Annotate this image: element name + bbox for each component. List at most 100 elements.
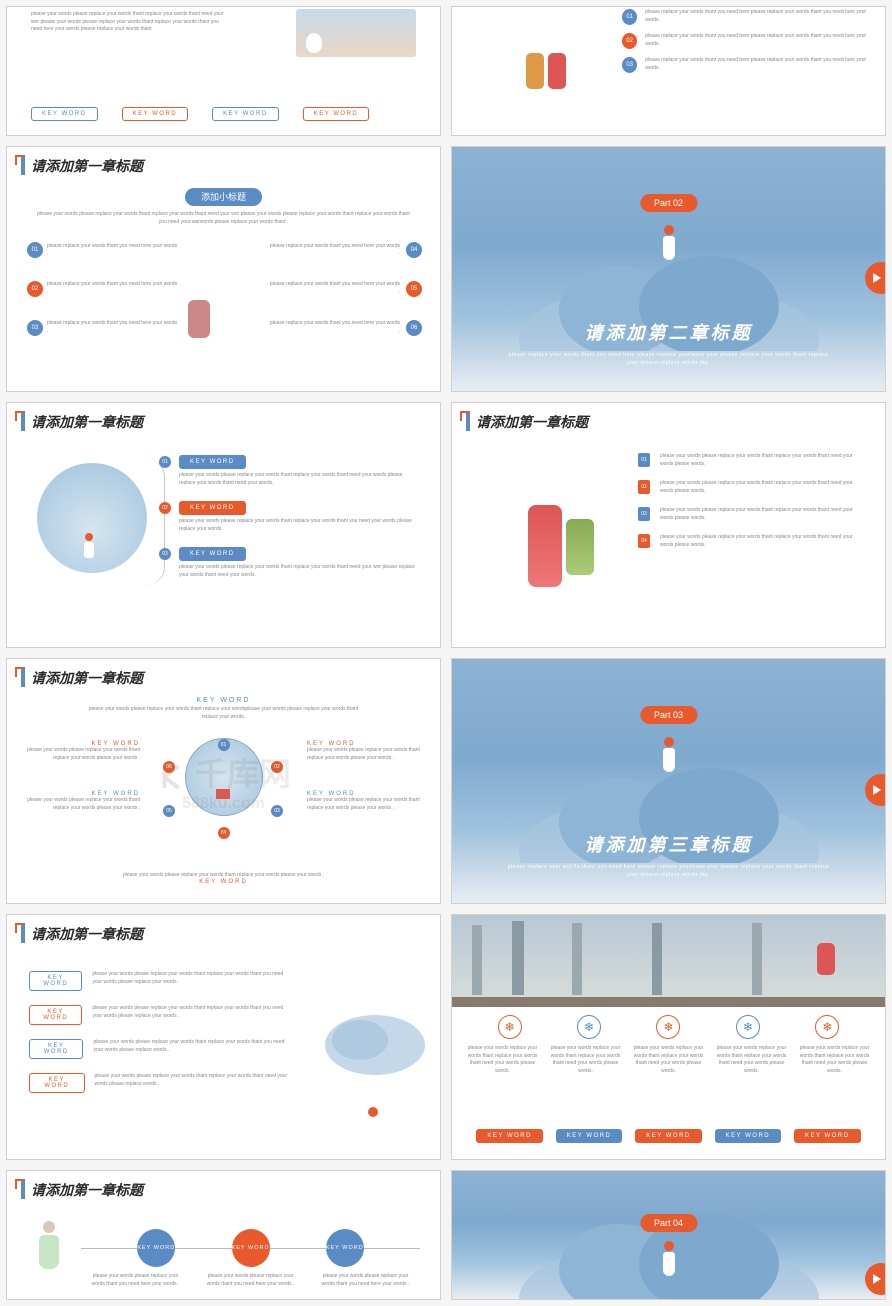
n04: 04 [406,242,422,258]
kw-2[interactable]: KEY WORD [179,501,246,515]
slide-12-section: Part 04 [451,1170,886,1300]
arrow-right-icon[interactable] [865,1263,886,1295]
item-text-3: please replace your words thant you need… [645,57,869,72]
num-01: 01 [622,9,637,25]
snow-icon: ❄ [577,1015,601,1039]
kw3[interactable]: KEY WORD [29,1039,83,1059]
slide-title: 请添加第一章标题 [31,924,143,944]
nt3: please your words please replace your wo… [321,1273,411,1288]
slide-title: 请添加第一章标题 [476,412,588,432]
r05: 05 [163,805,175,817]
illustration-girl-snowman [29,1221,69,1289]
kw-3[interactable]: KEY WORD [179,547,246,561]
slide-11: 请添加第一章标题 KEY WORD KEY WORD KEY WORD plea… [6,1170,441,1300]
body-text: please your words please replace your wo… [31,11,231,34]
slide-4-section: Part 02 请添加第二章标题 please replace your wor… [451,146,886,392]
figure-icon [660,225,678,263]
part-pill: Part 03 [640,706,697,724]
n4: 04 [638,534,650,548]
kw2[interactable]: KEY WORD [556,1129,623,1143]
slide-title: 请添加第一章标题 [31,668,143,688]
t3: please your words please replace your wo… [660,507,865,522]
c1: please your words replace your words tha… [464,1045,541,1075]
c3: please your words replace your words tha… [630,1045,707,1075]
t01: please replace your words thant you need… [47,243,178,258]
kw4[interactable]: KEY WORD [29,1073,85,1093]
keyword-btn-1[interactable]: KEY WORD [31,107,98,121]
n3: 03 [638,507,650,521]
slide-title: 请添加第一章标题 [31,412,143,432]
slide-9: 请添加第一章标题 KEY WORD please your words pleas… [6,914,441,1160]
snow-icon: ❄ [736,1015,760,1039]
slide-2: 01 please replace your words thant you n… [451,6,886,136]
kw-top: KEY WORD [7,697,440,704]
c2: please your words replace your words tha… [547,1045,624,1075]
r04: 04 [218,827,230,839]
section-sub: please replace your words thant you need… [502,351,835,367]
t1: please your words please replace your wo… [660,453,865,468]
illustration-snowman-scene [296,9,416,57]
t3: please your words please replace your wo… [93,1039,289,1054]
section-sub: please replace your woLYs thant you need… [502,863,835,879]
kw3[interactable]: KEY WORD [635,1129,702,1143]
keyword-btn-3[interactable]: KEY WORD [212,107,279,121]
tx-l1: please your words please replace your wo… [25,747,140,762]
subtitle-pill: 添加小标题 [185,188,262,206]
kw-1[interactable]: KEY WORD [179,455,246,469]
r06: 06 [163,761,175,773]
t1: please your words please replace your wo… [179,472,420,487]
tx-r2: please your words please replace your wo… [307,797,422,812]
n3: 03 [159,548,171,560]
r02: 02 [271,761,283,773]
n06: 06 [406,320,422,336]
keyword-btn-4[interactable]: KEY WORD [303,107,370,121]
t03: please replace your words thant you need… [47,320,178,335]
title-bar [466,413,470,431]
r01: 01 [218,739,230,751]
illustration-figure-clouds [320,995,430,1155]
t2: please your words please replace your wo… [660,480,865,495]
arrow-right-icon[interactable] [865,774,886,806]
item-text-2: please replace your words thant you need… [645,33,869,48]
t04: please replace your words thant you need… [270,243,401,258]
t4: please your words please replace your wo… [95,1073,290,1088]
node-2: KEY WORD [232,1229,270,1267]
kw4[interactable]: KEY WORD [715,1129,782,1143]
illustration-forest-run [452,915,885,1007]
slide-5: 请添加第一章标题 01 KEY WORD please your words pl… [6,402,441,648]
title-bar [21,413,25,431]
slide-1: please your words please replace your wo… [6,6,441,136]
node-1: KEY WORD [137,1229,175,1267]
slide-8-section: Part 03 请添加第三章标题 please replace your woL… [451,658,886,904]
nt2: please your words please replace your wo… [206,1273,296,1288]
intro-text: please your words please replace your wo… [7,205,440,232]
n1: 01 [159,456,171,468]
kw1[interactable]: KEY WORD [476,1129,543,1143]
keyword-btn-2[interactable]: KEY WORD [122,107,189,121]
arrow-right-icon[interactable] [865,262,886,294]
title-bar [21,157,25,175]
title-bar [21,669,25,687]
slide-10: ❄ ❄ ❄ ❄ ❄ please your words replace your… [451,914,886,1160]
snow-icon: ❄ [815,1015,839,1039]
title-bar [21,925,25,943]
t2: please your words please replace your wo… [179,518,420,533]
n2: 02 [159,502,171,514]
kw2[interactable]: KEY WORD [29,1005,82,1025]
nt1: please your words please replace your wo… [91,1273,181,1288]
kw-bot: KEY WORD [7,879,440,885]
kw1[interactable]: KEY WORD [29,971,82,991]
slide-6: 请添加第一章标题 01please your words please repl… [451,402,886,648]
t2: please your words please replace your wo… [92,1005,289,1020]
slide-7: 请添加第一章标题 KEY WORD please your words plea… [6,658,441,904]
t06: please replace your words thant you need… [270,320,401,335]
slide-title: 请添加第一章标题 [31,1180,143,1200]
snow-icon: ❄ [498,1015,522,1039]
kw5[interactable]: KEY WORD [794,1129,861,1143]
snow-icon: ❄ [656,1015,680,1039]
t1: please your words please replace your wo… [92,971,289,986]
sub-top: please your words please replace your wo… [7,704,440,723]
figure-icon [660,737,678,775]
t02: please replace your words thant you need… [47,281,178,296]
tx-l2: please your words please replace your wo… [25,797,140,812]
